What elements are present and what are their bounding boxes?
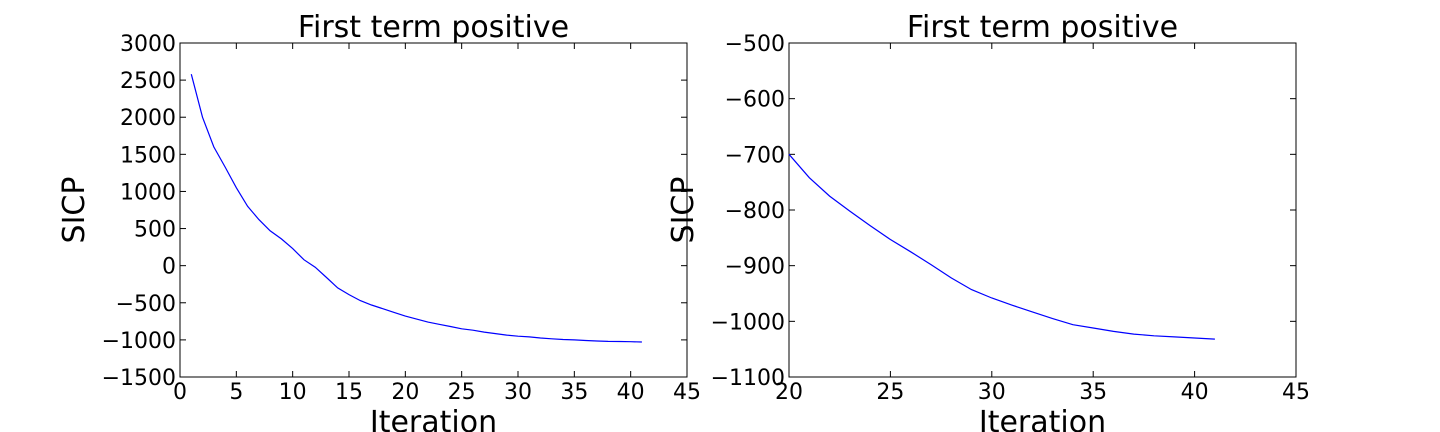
chart-2: 20 25 30 35 40 45 −1100 −1000 −900 −800 −700 −600 −5… [666, 10, 1310, 432]
x-tick-label: 40 [1181, 380, 1209, 405]
y-tick-label: −900 [725, 255, 785, 280]
x-tick-label: 30 [504, 380, 532, 405]
series-line [190, 74, 642, 343]
x-tick-label: 20 [775, 380, 803, 405]
x-tick-label: 30 [978, 380, 1006, 405]
y-tick-label: 2000 [120, 106, 176, 131]
chart-title: First term positive [907, 10, 1178, 45]
x-tick-label: 35 [560, 380, 588, 405]
y-tick-label: 1000 [120, 180, 176, 205]
x-tick-label: 45 [673, 380, 701, 405]
y-axis-label: SICP [57, 177, 92, 244]
y-tick-label: 2500 [120, 69, 176, 94]
y-tick-label: −600 [725, 88, 785, 113]
x-tick-label: 25 [876, 380, 904, 405]
y-tick-label: 0 [162, 255, 176, 280]
y-tick-label: 500 [134, 218, 176, 243]
y-tick-label: 1500 [120, 143, 176, 168]
y-tick-label: −1500 [102, 366, 176, 391]
x-tick-label: 15 [335, 380, 363, 405]
x-tick-label: 5 [229, 380, 243, 405]
x-tick-label: 35 [1079, 380, 1107, 405]
y-tick-label: −1100 [711, 366, 785, 391]
x-tick-label: 40 [617, 380, 645, 405]
x-tick-label: 45 [1282, 380, 1310, 405]
x-axis-label: Iteration [370, 405, 497, 432]
y-tick-label: −500 [116, 292, 176, 317]
plot-frame [179, 42, 688, 378]
y-tick-label: −1000 [102, 329, 176, 354]
y-tick-label: −1000 [711, 310, 785, 335]
series-line [788, 153, 1215, 340]
y-tick-label: −700 [725, 143, 785, 168]
y-tick-label: −500 [725, 32, 785, 57]
y-tick-label: −800 [725, 199, 785, 224]
x-tick-label: 10 [279, 380, 307, 405]
chart-title: First term positive [298, 10, 569, 45]
x-axis-label: Iteration [979, 405, 1106, 432]
plot-frame [788, 42, 1297, 378]
x-tick-label: 25 [448, 380, 476, 405]
x-tick-label: 20 [391, 380, 419, 405]
chart-1: 0 5 10 15 20 25 30 35 40 45 −1500 −1000 −500 0 500 1000… [57, 10, 701, 432]
y-tick-label: 3000 [120, 32, 176, 57]
x-tick-label: 0 [173, 380, 187, 405]
y-axis-label: SICP [666, 177, 701, 244]
